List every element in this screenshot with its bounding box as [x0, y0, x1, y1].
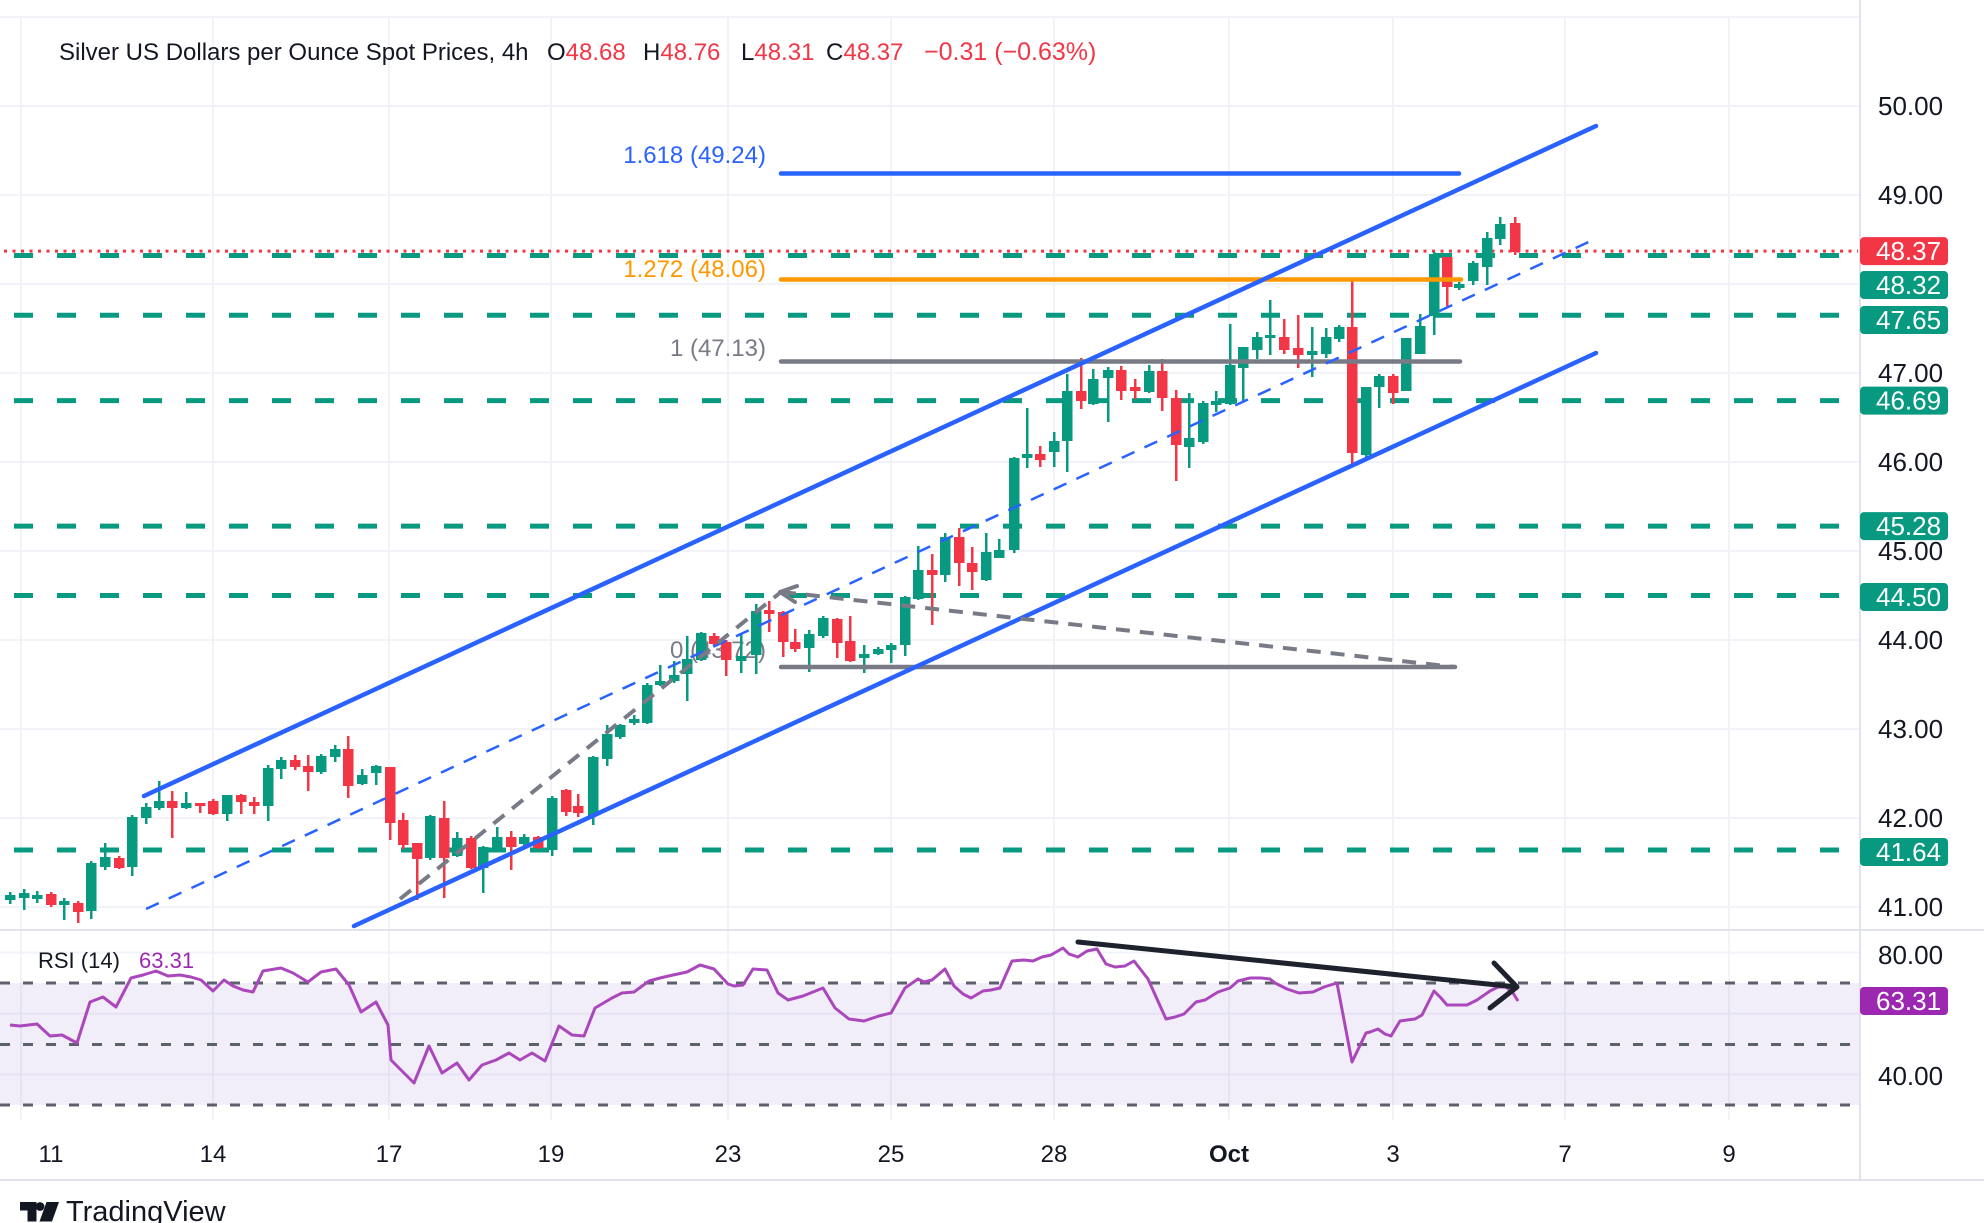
svg-text:46.00: 46.00: [1878, 447, 1943, 477]
svg-text:L48.31: L48.31: [741, 39, 814, 66]
svg-text:41.00: 41.00: [1878, 892, 1943, 922]
svg-text:28: 28: [1041, 1141, 1068, 1168]
svg-text:45.28: 45.28: [1876, 511, 1941, 541]
svg-text:49.00: 49.00: [1878, 180, 1943, 210]
svg-text:23: 23: [715, 1141, 742, 1168]
svg-text:19: 19: [538, 1141, 565, 1168]
svg-text:47.00: 47.00: [1878, 358, 1943, 388]
svg-text:O48.68: O48.68: [547, 39, 626, 66]
svg-text:11: 11: [39, 1141, 64, 1168]
svg-text:Oct: Oct: [1209, 1141, 1249, 1168]
svg-text:44.50: 44.50: [1876, 582, 1941, 612]
svg-text:−0.31 (−0.63%): −0.31 (−0.63%): [924, 38, 1096, 66]
svg-text:Silver US Dollars per Ounce Sp: Silver US Dollars per Ounce Spot Prices,…: [59, 39, 529, 66]
svg-text:1.618 (49.24): 1.618 (49.24): [623, 142, 766, 169]
svg-text:50.00: 50.00: [1878, 91, 1943, 121]
svg-text:46.69: 46.69: [1876, 386, 1941, 416]
svg-text:63.31: 63.31: [139, 948, 194, 973]
svg-text:25: 25: [878, 1141, 905, 1168]
svg-text:42.00: 42.00: [1878, 803, 1943, 833]
svg-text:3: 3: [1386, 1141, 1399, 1168]
svg-text:41.64: 41.64: [1876, 837, 1941, 867]
svg-text:14: 14: [200, 1141, 227, 1168]
svg-text:1 (47.13): 1 (47.13): [670, 335, 766, 362]
svg-text:44.00: 44.00: [1878, 625, 1943, 655]
svg-text:7: 7: [1558, 1141, 1571, 1168]
svg-text:RSI (14): RSI (14): [38, 948, 120, 973]
svg-text:9: 9: [1722, 1141, 1735, 1168]
svg-text:H48.76: H48.76: [643, 39, 720, 66]
svg-text:80.00: 80.00: [1878, 940, 1943, 970]
svg-text:17: 17: [376, 1141, 403, 1168]
svg-text:45.00: 45.00: [1878, 536, 1943, 566]
svg-text:1.272 (48.06): 1.272 (48.06): [623, 256, 766, 283]
svg-text:TradingView: TradingView: [66, 1196, 227, 1223]
svg-text:40.00: 40.00: [1878, 1061, 1943, 1091]
svg-text:43.00: 43.00: [1878, 714, 1943, 744]
svg-text:48.37: 48.37: [1876, 236, 1941, 266]
svg-text:48.32: 48.32: [1876, 270, 1941, 300]
svg-text:C48.37: C48.37: [826, 39, 903, 66]
svg-text:47.65: 47.65: [1876, 305, 1941, 335]
svg-text:63.31: 63.31: [1876, 986, 1941, 1016]
